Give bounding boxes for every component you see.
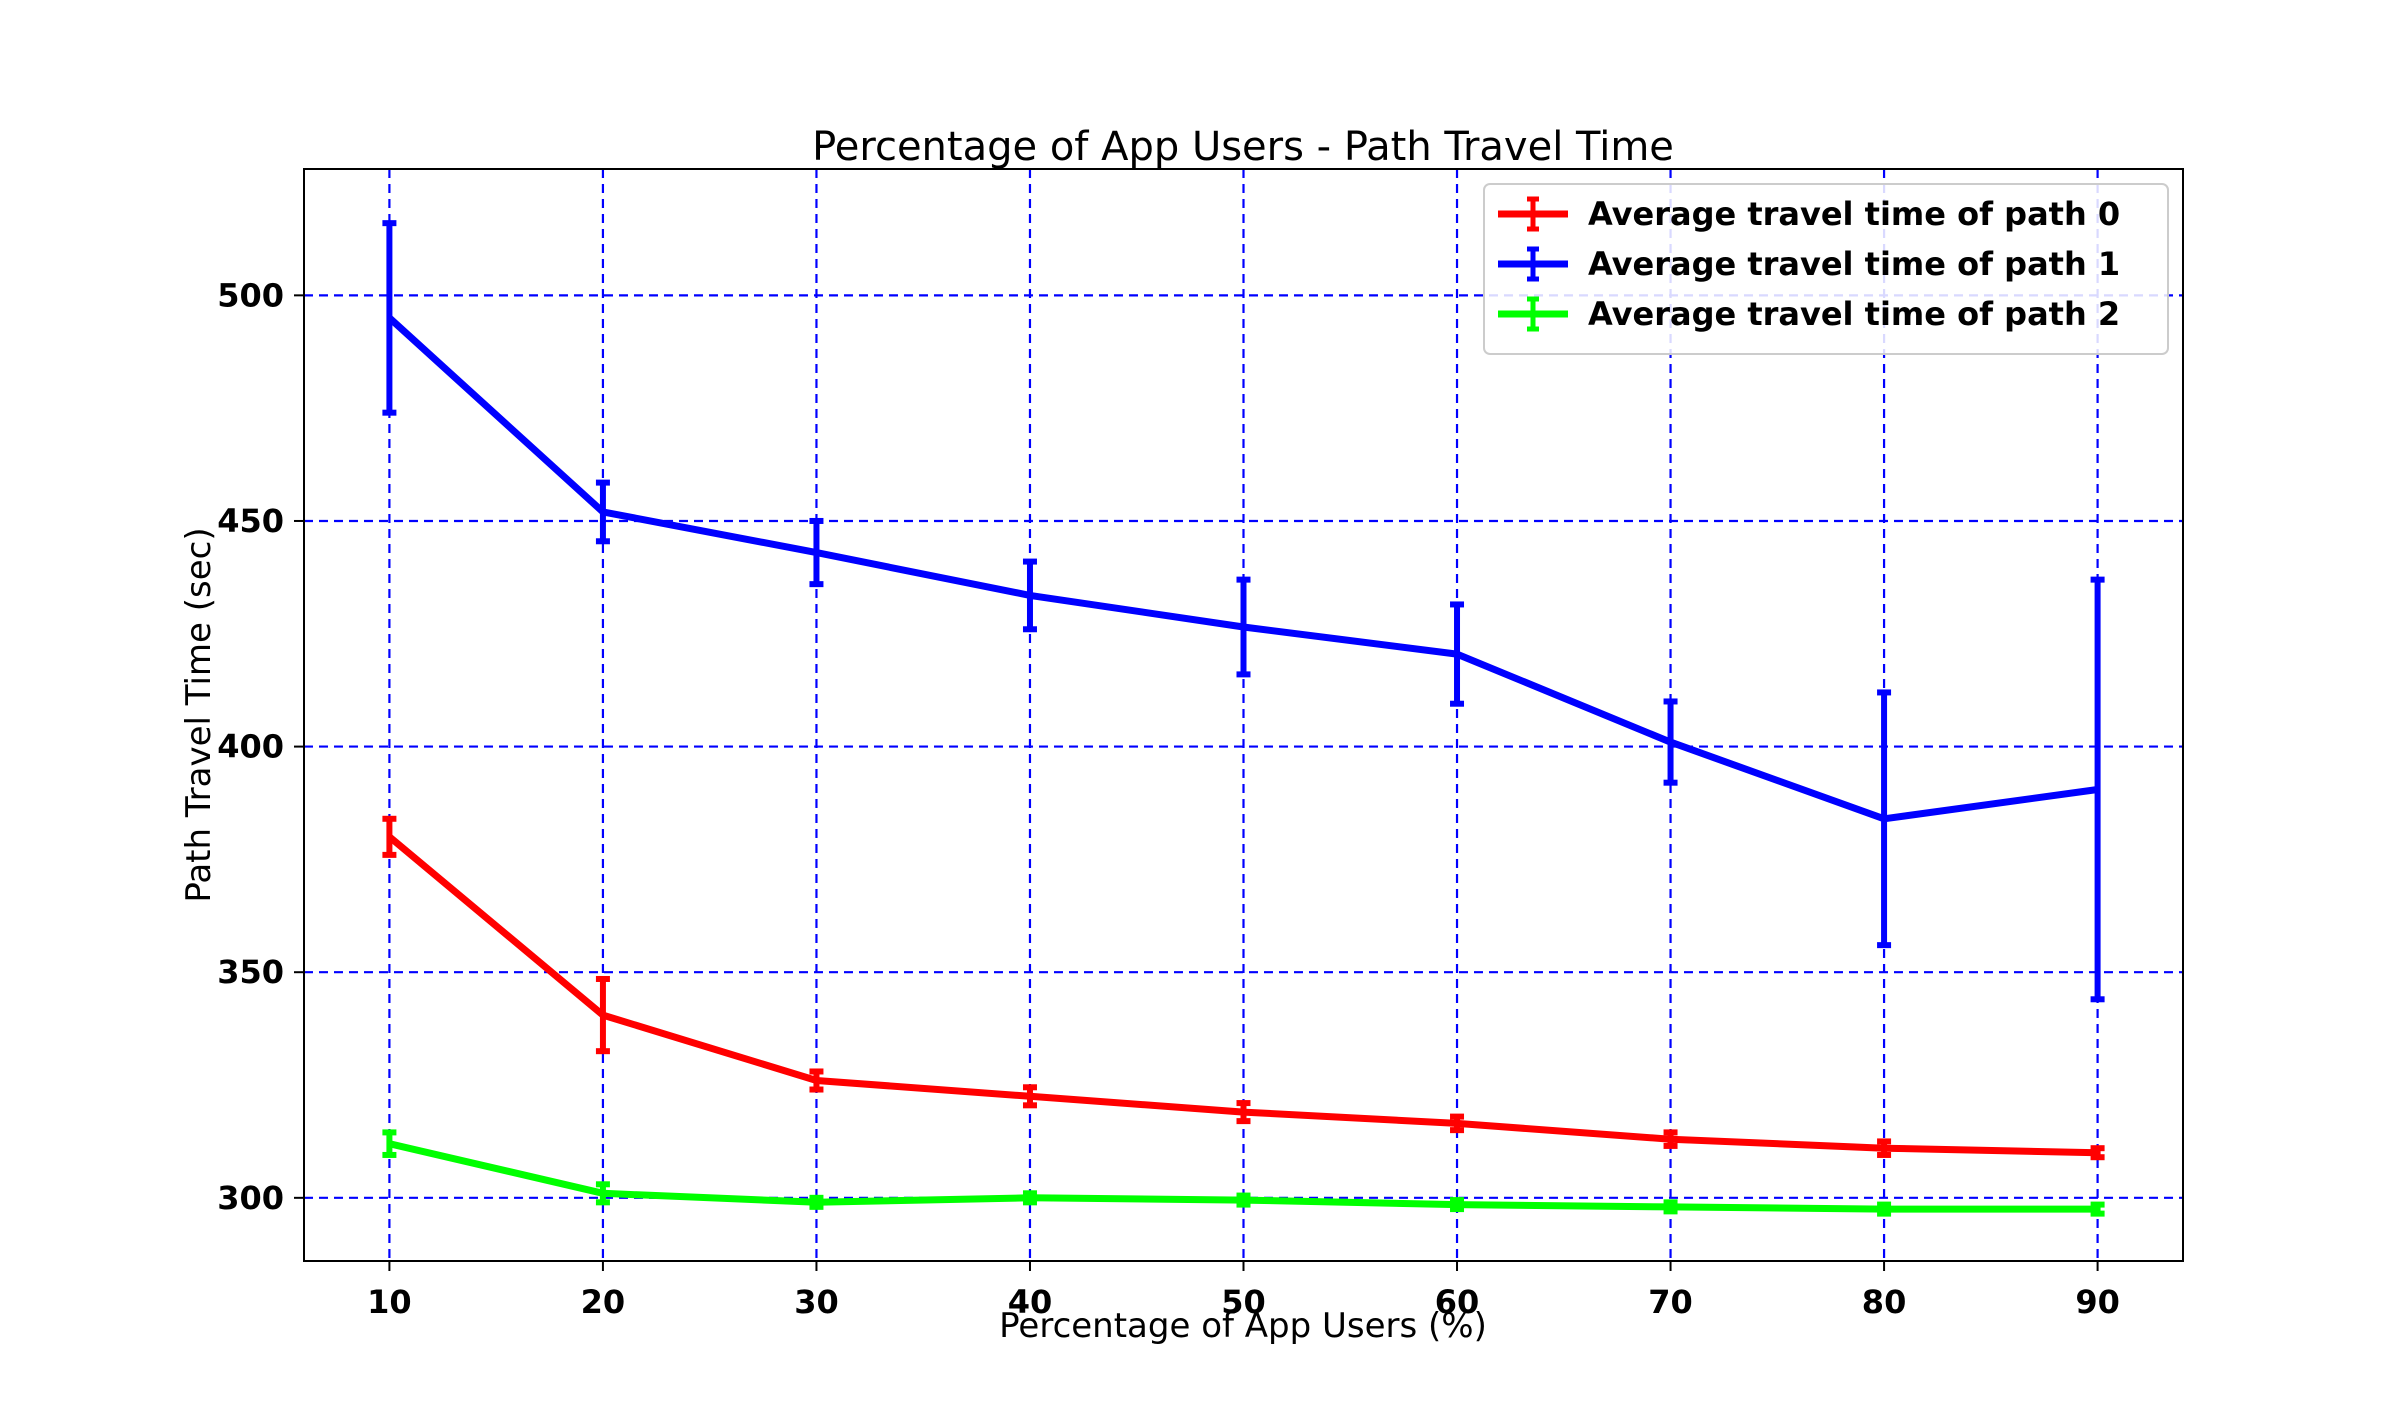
y-tick-label: 300 (217, 1179, 284, 1217)
legend-item-path-2: Average travel time of path 2 (1498, 295, 2120, 333)
legend-label: Average travel time of path 2 (1588, 295, 2120, 333)
y-tick-label: 350 (217, 953, 284, 991)
x-tick-label: 70 (1648, 1283, 1693, 1321)
legend-label: Average travel time of path 1 (1588, 245, 2120, 283)
chart-title: Percentage of App Users - Path Travel Ti… (812, 124, 1674, 170)
x-tick-label: 30 (794, 1283, 839, 1321)
legend-item-path-0: Average travel time of path 0 (1498, 195, 2120, 233)
y-axis-label: Path Travel Time (sec) (179, 527, 219, 902)
y-tick-label: 400 (217, 728, 284, 766)
y-tick-label: 450 (217, 502, 284, 540)
x-tick-label: 80 (1862, 1283, 1907, 1321)
legend-item-path-1: Average travel time of path 1 (1498, 245, 2120, 283)
x-tick-label: 90 (2075, 1283, 2120, 1321)
legend: Average travel time of path 0 Average tra… (1484, 184, 2168, 354)
x-tick-label: 20 (581, 1283, 626, 1321)
x-tick-label: 10 (367, 1283, 412, 1321)
legend-label: Average travel time of path 0 (1588, 195, 2120, 233)
y-tick-label: 500 (217, 276, 284, 314)
x-axis-label: Percentage of App Users (%) (999, 1306, 1487, 1346)
